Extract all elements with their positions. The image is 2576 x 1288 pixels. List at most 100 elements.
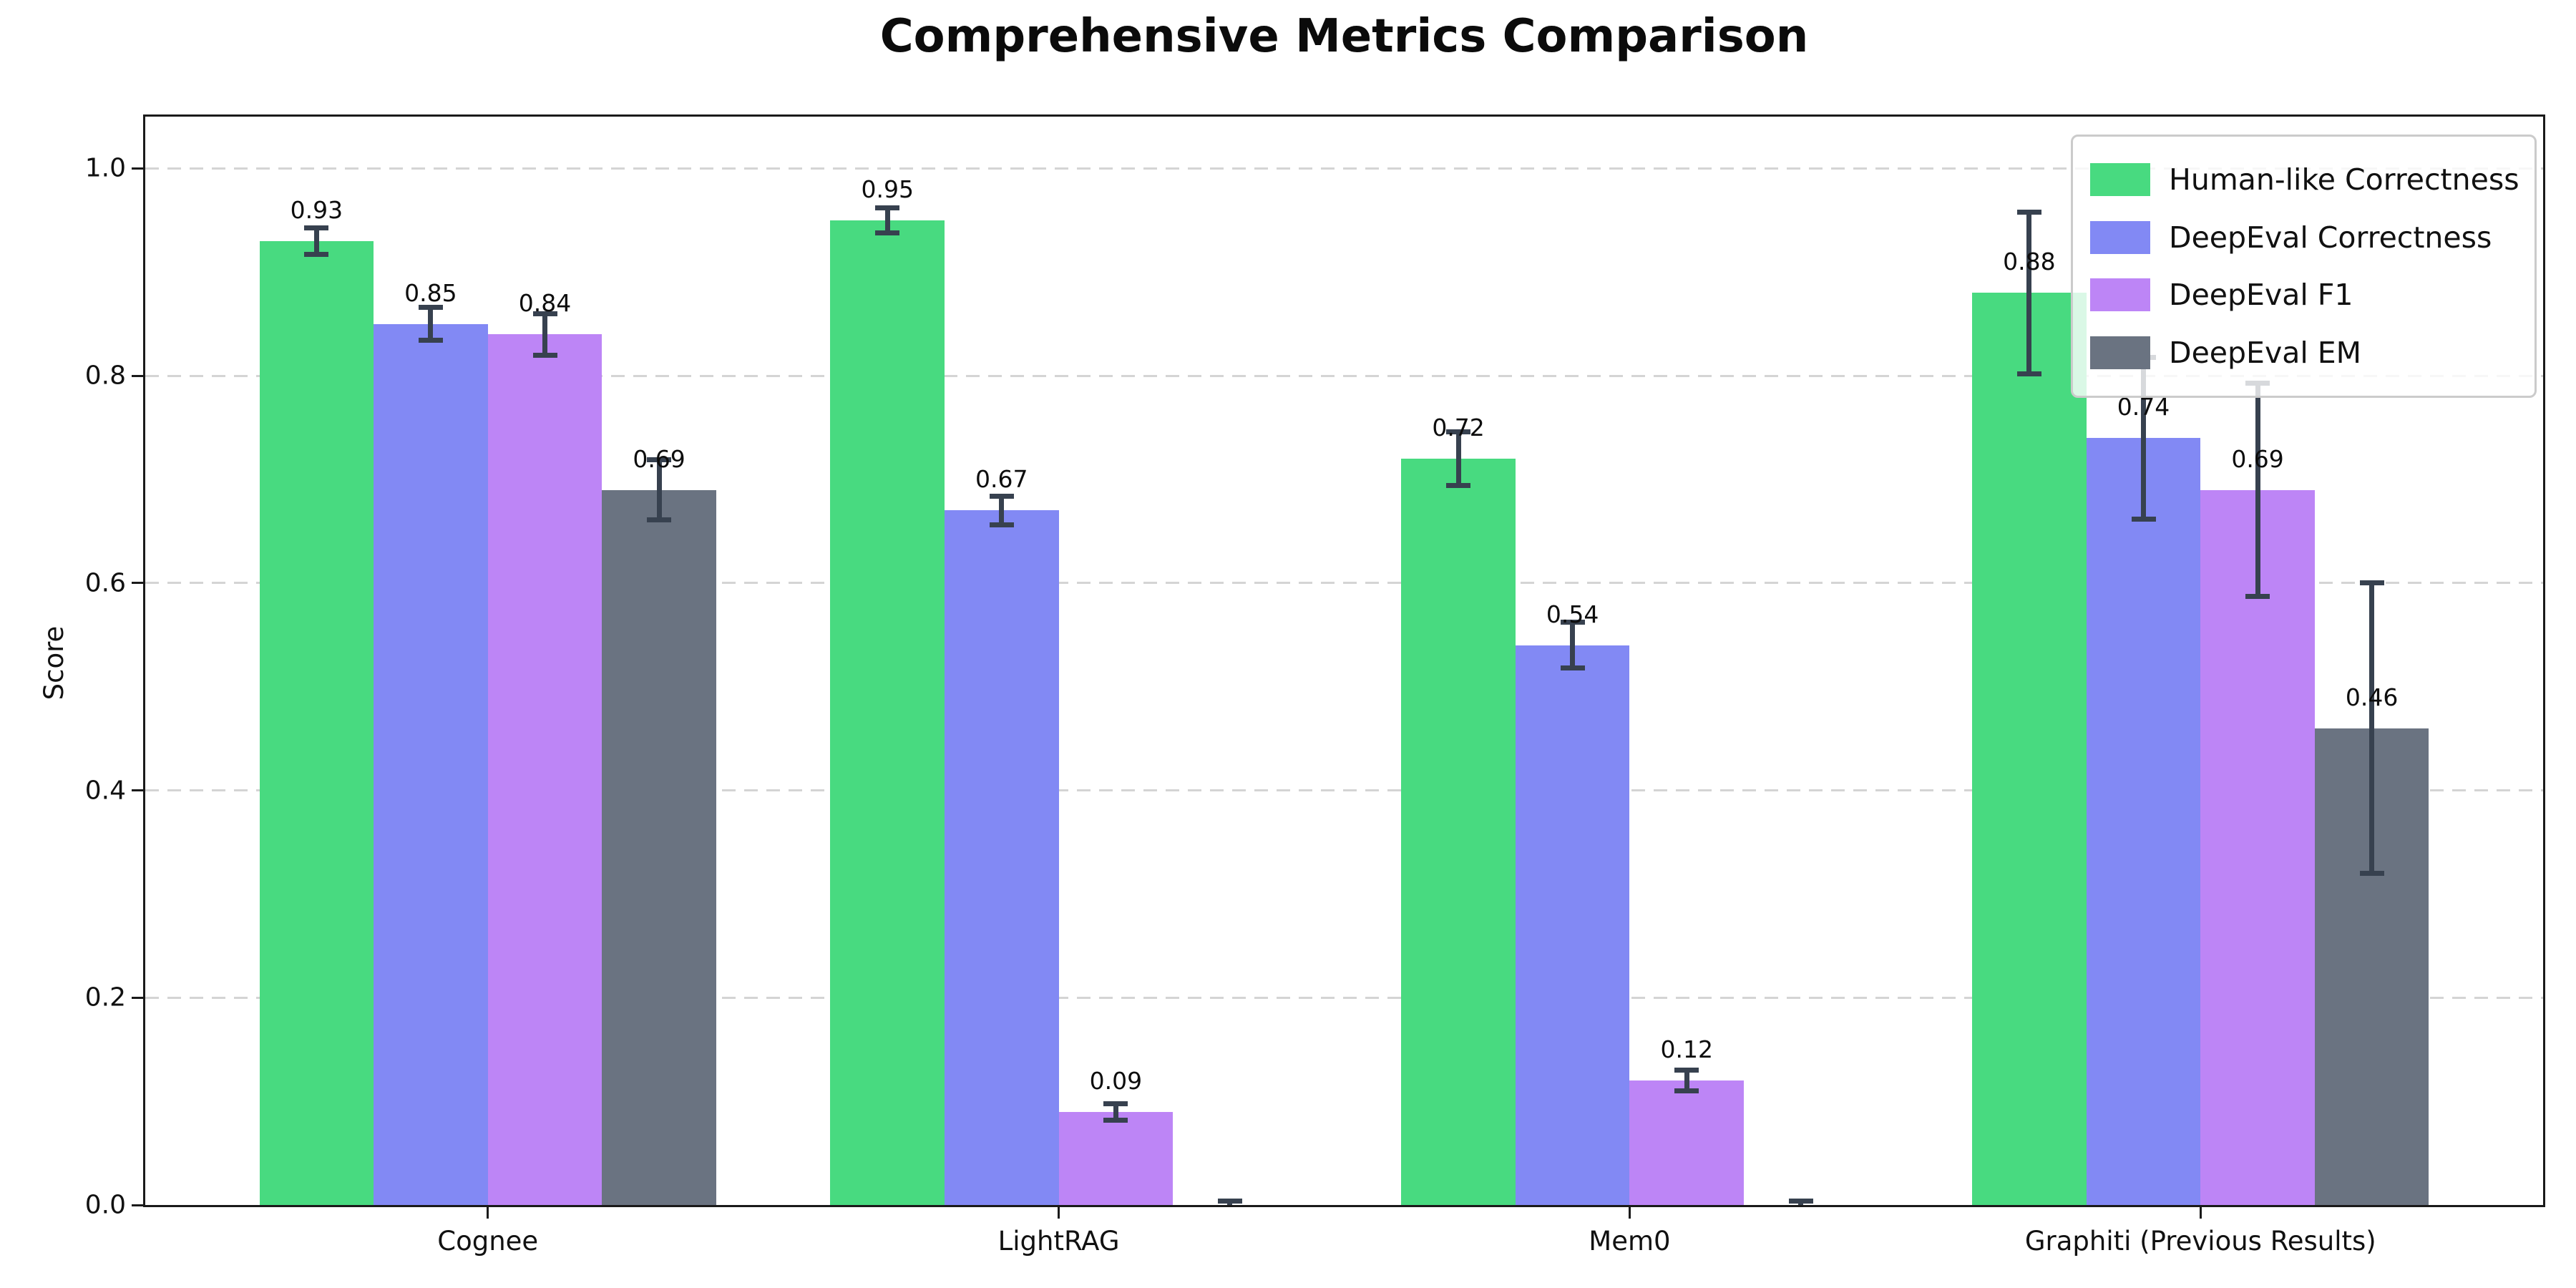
bar-value-label-cognee-deepeval-f1: 0.84 <box>518 289 572 318</box>
error-bar-mem0-deepeval-f1 <box>1684 1070 1689 1091</box>
error-bar-graphiti-previous-results-deepeval-correctness <box>2141 357 2146 519</box>
y-tick-mark-0.0 <box>132 1204 143 1206</box>
x-tick-mark-graphiti-previous-results <box>2199 1207 2202 1219</box>
y-tick-mark-0.6 <box>132 582 143 585</box>
bar-lightrag-deepeval-f1 <box>1058 1111 1174 1205</box>
error-cap-top-lightrag-deepeval-f1 <box>1103 1101 1128 1106</box>
chart-title: Comprehensive Metrics Comparison <box>879 10 1809 63</box>
x-tick-mark-cognee <box>487 1207 489 1219</box>
error-cap-top-mem0-deepeval-em <box>1788 1198 1813 1204</box>
error-cap-top-mem0-deepeval-correctness <box>1560 620 1585 625</box>
legend-label-deepeval-em: DeepEval EM <box>2169 335 2362 370</box>
error-cap-top-lightrag-deepeval-correctness <box>989 493 1014 499</box>
error-cap-top-graphiti-previous-results-deepeval-em <box>2359 580 2384 586</box>
error-bar-lightrag-deepeval-correctness <box>999 496 1005 525</box>
error-cap-top-cognee-deepeval-correctness <box>418 305 443 311</box>
error-bar-cognee-deepeval-correctness <box>428 307 434 341</box>
bar-value-label-mem0-human-like-correctness: 0.72 <box>1432 414 1485 442</box>
error-cap-bottom-lightrag-deepeval-f1 <box>1103 1117 1128 1123</box>
error-cap-bottom-lightrag-deepeval-em <box>1218 1206 1242 1207</box>
error-cap-bottom-graphiti-previous-results-deepeval-f1 <box>2245 594 2270 600</box>
legend-swatch-deepeval-f1 <box>2090 278 2150 312</box>
error-cap-top-graphiti-previous-results-human-like-correctness <box>2016 209 2041 215</box>
legend-label-deepeval-f1: DeepEval F1 <box>2169 278 2353 313</box>
legend-swatch-deepeval-em <box>2090 336 2150 369</box>
bar-mem0-deepeval-f1 <box>1629 1080 1744 1205</box>
y-tick-mark-1.0 <box>132 167 143 170</box>
bar-lightrag-deepeval-correctness <box>945 510 1059 1205</box>
x-tick-label-graphiti-previous-results: Graphiti (Previous Results) <box>2024 1226 2376 1257</box>
error-cap-bottom-graphiti-previous-results-deepeval-em <box>2359 870 2384 876</box>
y-tick-mark-0.4 <box>132 789 143 792</box>
error-cap-bottom-mem0-human-like-correctness <box>1446 483 1471 489</box>
error-cap-top-mem0-human-like-correctness <box>1446 429 1471 434</box>
legend-swatch-human-like-correctness <box>2090 163 2150 197</box>
error-bar-cognee-deepeval-em <box>656 459 662 520</box>
legend-item-deepeval-em: DeepEval EM <box>2090 336 2534 370</box>
error-cap-bottom-lightrag-deepeval-correctness <box>989 522 1014 528</box>
bar-mem0-human-like-correctness <box>1401 459 1516 1205</box>
error-cap-top-cognee-deepeval-em <box>647 457 672 462</box>
error-bar-mem0-deepeval-correctness <box>1570 622 1576 668</box>
legend: Human-like Correctness DeepEval Correctne… <box>2071 135 2537 398</box>
y-axis-label: Score <box>39 625 69 701</box>
y-tick-label-0.4: 0.4 <box>84 776 126 806</box>
error-bar-cognee-deepeval-f1 <box>542 313 547 356</box>
plot-inner: 0.93 0.85 0.84 0.69 0.95 0.67 0.09 0.72 0.54 0.12… <box>145 117 2543 1205</box>
error-bar-graphiti-previous-results-deepeval-em <box>2369 582 2375 874</box>
error-bar-mem0-human-like-correctness <box>1455 431 1461 486</box>
error-cap-bottom-graphiti-previous-results-human-like-correctness <box>2016 371 2041 376</box>
x-tick-label-mem0: Mem0 <box>1589 1226 1671 1257</box>
error-bar-graphiti-previous-results-deepeval-f1 <box>2255 383 2260 597</box>
gridline-1.0 <box>145 167 2543 170</box>
bar-graphiti-previous-results-deepeval-f1 <box>2200 489 2315 1205</box>
bar-value-label-mem0-deepeval-correctness: 0.54 <box>1546 600 1599 628</box>
y-tick-mark-0.8 <box>132 374 143 377</box>
x-tick-label-lightrag: LightRAG <box>997 1226 1120 1257</box>
x-tick-mark-mem0 <box>1628 1207 1631 1219</box>
error-cap-bottom-graphiti-previous-results-deepeval-correctness <box>2131 516 2156 522</box>
bar-mem0-deepeval-correctness <box>1515 645 1630 1205</box>
bar-cognee-deepeval-f1 <box>487 334 602 1205</box>
x-tick-mark-lightrag <box>1058 1207 1060 1219</box>
error-bar-lightrag-deepeval-f1 <box>1113 1103 1118 1121</box>
bar-cognee-deepeval-correctness <box>374 323 488 1205</box>
x-tick-label-cognee: Cognee <box>437 1226 539 1257</box>
legend-label-human-like-correctness: Human-like Correctness <box>2169 162 2519 197</box>
error-cap-bottom-cognee-human-like-correctness <box>304 252 329 258</box>
error-cap-top-mem0-deepeval-f1 <box>1674 1068 1699 1073</box>
bar-value-label-lightrag-deepeval-f1: 0.09 <box>1089 1066 1143 1095</box>
error-cap-bottom-cognee-deepeval-f1 <box>532 352 557 358</box>
y-tick-label-0.2: 0.2 <box>84 982 126 1013</box>
gridline-0.8 <box>145 374 2543 377</box>
legend-swatch-deepeval-correctness <box>2090 220 2150 254</box>
error-cap-top-lightrag-human-like-correctness <box>875 205 900 210</box>
bar-value-label-cognee-deepeval-correctness: 0.85 <box>404 278 457 307</box>
error-cap-top-lightrag-deepeval-em <box>1217 1198 1242 1204</box>
y-tick-label-0.0: 0.0 <box>84 1190 126 1220</box>
y-tick-label-0.8: 0.8 <box>84 361 126 391</box>
bar-value-label-graphiti-previous-results-human-like-correctness: 0.88 <box>2003 248 2056 276</box>
y-tick-mark-0.2 <box>132 996 143 999</box>
legend-item-deepeval-correctness: DeepEval Correctness <box>2090 220 2534 255</box>
error-bar-lightrag-human-like-correctness <box>884 208 890 233</box>
bar-value-label-graphiti-previous-results-deepeval-f1: 0.69 <box>2231 444 2284 473</box>
bar-graphiti-previous-results-deepeval-correctness <box>2086 438 2201 1205</box>
error-bar-graphiti-previous-results-human-like-correctness <box>2026 212 2032 374</box>
error-cap-bottom-lightrag-human-like-correctness <box>875 230 900 235</box>
error-cap-top-cognee-human-like-correctness <box>304 225 329 230</box>
error-bar-cognee-human-like-correctness <box>313 228 319 255</box>
error-cap-bottom-mem0-deepeval-correctness <box>1560 665 1585 671</box>
gridline-0.6 <box>145 582 2543 585</box>
y-tick-label-1.0: 1.0 <box>84 153 126 183</box>
bar-value-label-cognee-deepeval-em: 0.69 <box>633 444 686 473</box>
gridline-0.4 <box>145 789 2543 792</box>
legend-item-deepeval-f1: DeepEval F1 <box>2090 278 2534 312</box>
bar-value-label-cognee-human-like-correctness: 0.93 <box>290 195 343 224</box>
bar-value-label-graphiti-previous-results-deepeval-em: 0.46 <box>2345 683 2399 711</box>
bar-cognee-deepeval-em <box>602 489 716 1205</box>
error-cap-bottom-mem0-deepeval-f1 <box>1674 1088 1699 1094</box>
legend-item-human-like-correctness: Human-like Correctness <box>2090 162 2534 197</box>
error-cap-top-cognee-deepeval-f1 <box>532 311 557 316</box>
